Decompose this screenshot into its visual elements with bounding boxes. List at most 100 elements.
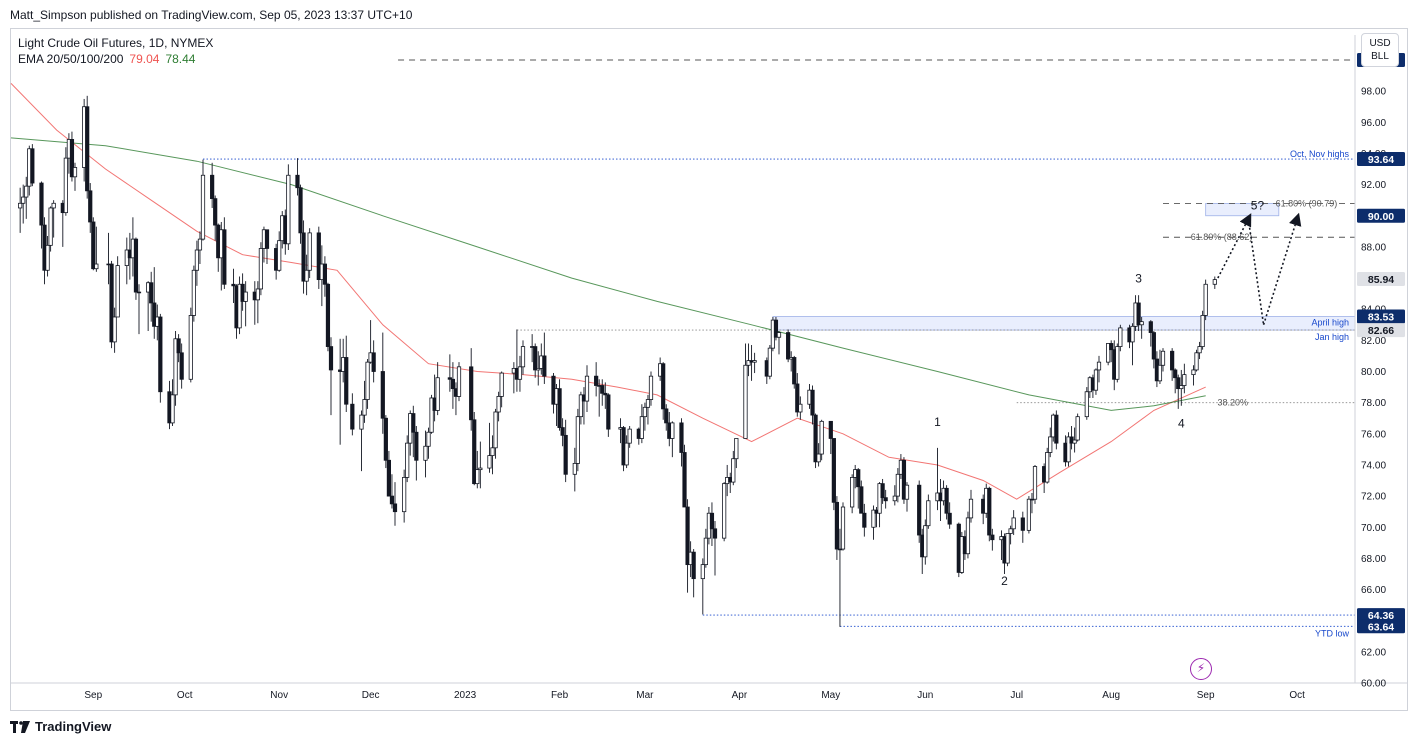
candle xyxy=(21,184,26,224)
candle-body xyxy=(496,396,501,413)
candle-body xyxy=(828,420,833,439)
candle xyxy=(664,404,669,431)
candle-body xyxy=(1197,346,1202,354)
candle-body xyxy=(392,503,398,513)
candle xyxy=(965,511,971,559)
candle xyxy=(63,147,68,216)
candle-body xyxy=(1093,369,1099,391)
candle xyxy=(1026,496,1032,534)
candle xyxy=(304,254,309,296)
candle xyxy=(213,195,218,241)
candle xyxy=(700,558,705,615)
candle-body xyxy=(850,477,855,508)
projection-segment xyxy=(1262,212,1302,326)
candle-body xyxy=(877,483,882,514)
candle xyxy=(1176,374,1181,409)
candle xyxy=(179,343,184,389)
candle-body xyxy=(700,564,705,580)
candle-body xyxy=(472,419,477,485)
candle-body xyxy=(856,469,861,488)
candle xyxy=(423,430,428,478)
candle xyxy=(944,485,949,520)
candle xyxy=(670,421,675,458)
candle xyxy=(295,158,300,196)
candle xyxy=(338,338,343,445)
candle-body xyxy=(301,232,306,282)
candle-body xyxy=(880,483,885,499)
candle xyxy=(709,502,715,546)
candle xyxy=(264,229,270,265)
candle xyxy=(536,351,541,386)
candle-body xyxy=(213,198,218,226)
candle-body xyxy=(386,459,392,497)
candle-body xyxy=(990,534,995,541)
candle xyxy=(594,362,599,397)
tradingview-footer[interactable]: TradingView xyxy=(10,719,111,734)
candle xyxy=(1005,533,1010,567)
ema-legend[interactable]: EMA 20/50/100/200 79.04 78.44 xyxy=(18,51,213,67)
candle xyxy=(600,379,605,406)
price-label-text: 83.53 xyxy=(1368,312,1394,324)
x-tick-label: Aug xyxy=(1102,690,1120,701)
price-label-box xyxy=(1357,271,1405,286)
candle-body xyxy=(1066,436,1071,463)
candle-body xyxy=(344,357,349,405)
candle-body xyxy=(304,269,309,282)
candle xyxy=(1045,447,1050,484)
candle-body xyxy=(1151,332,1156,360)
symbol-title[interactable]: Light Crude Oil Futures, 1D, NYMEX xyxy=(18,36,214,50)
tradingview-logo-icon xyxy=(10,720,30,733)
candle xyxy=(133,237,139,300)
candle xyxy=(478,441,483,489)
price-label-box xyxy=(1357,323,1405,338)
candle-body xyxy=(149,282,154,304)
candle xyxy=(968,489,974,523)
price-label-text: 85.94 xyxy=(1368,274,1394,286)
candle-body xyxy=(1160,350,1166,366)
candle xyxy=(703,528,708,568)
candle xyxy=(69,131,75,182)
candle-body xyxy=(88,190,93,223)
candle-body xyxy=(450,378,456,390)
candle xyxy=(450,362,456,409)
y-tick-label: 60.00 xyxy=(1361,679,1386,690)
candle xyxy=(880,478,885,504)
candle-body xyxy=(895,473,900,497)
candle-body xyxy=(307,232,312,271)
zone-label: April high xyxy=(1311,318,1349,328)
currency-label: USD xyxy=(1369,38,1391,49)
candle xyxy=(1173,368,1178,394)
candle-body xyxy=(85,106,90,192)
candle xyxy=(475,450,480,489)
candle-body xyxy=(572,462,577,475)
candle-body xyxy=(136,291,142,294)
lightning-icon[interactable]: ⚡ xyxy=(1190,658,1212,680)
candle xyxy=(1118,324,1123,352)
candle xyxy=(85,95,90,199)
candle xyxy=(734,438,739,469)
candle-body xyxy=(624,442,629,466)
candle xyxy=(926,494,931,529)
candle-body xyxy=(813,414,818,463)
candle xyxy=(362,380,367,423)
candle-body xyxy=(173,338,178,396)
candle xyxy=(48,206,53,252)
candle-body xyxy=(682,452,687,508)
candle xyxy=(584,365,590,412)
candle-body xyxy=(752,360,757,363)
candle-body xyxy=(679,422,684,453)
candle-body xyxy=(350,403,355,430)
candle xyxy=(850,474,855,514)
candle-body xyxy=(1148,321,1153,333)
y-tick-label: 82.00 xyxy=(1361,336,1386,347)
candle-body xyxy=(712,528,718,539)
candle xyxy=(231,268,236,303)
candle xyxy=(30,144,35,187)
candle xyxy=(1160,348,1166,372)
x-tick-label: Sep xyxy=(1197,690,1215,701)
currency-unit-button[interactable]: USD BLL xyxy=(1361,33,1399,67)
candle xyxy=(325,282,331,352)
candle-body xyxy=(1026,498,1032,531)
level-label: Jan high xyxy=(1315,332,1349,342)
